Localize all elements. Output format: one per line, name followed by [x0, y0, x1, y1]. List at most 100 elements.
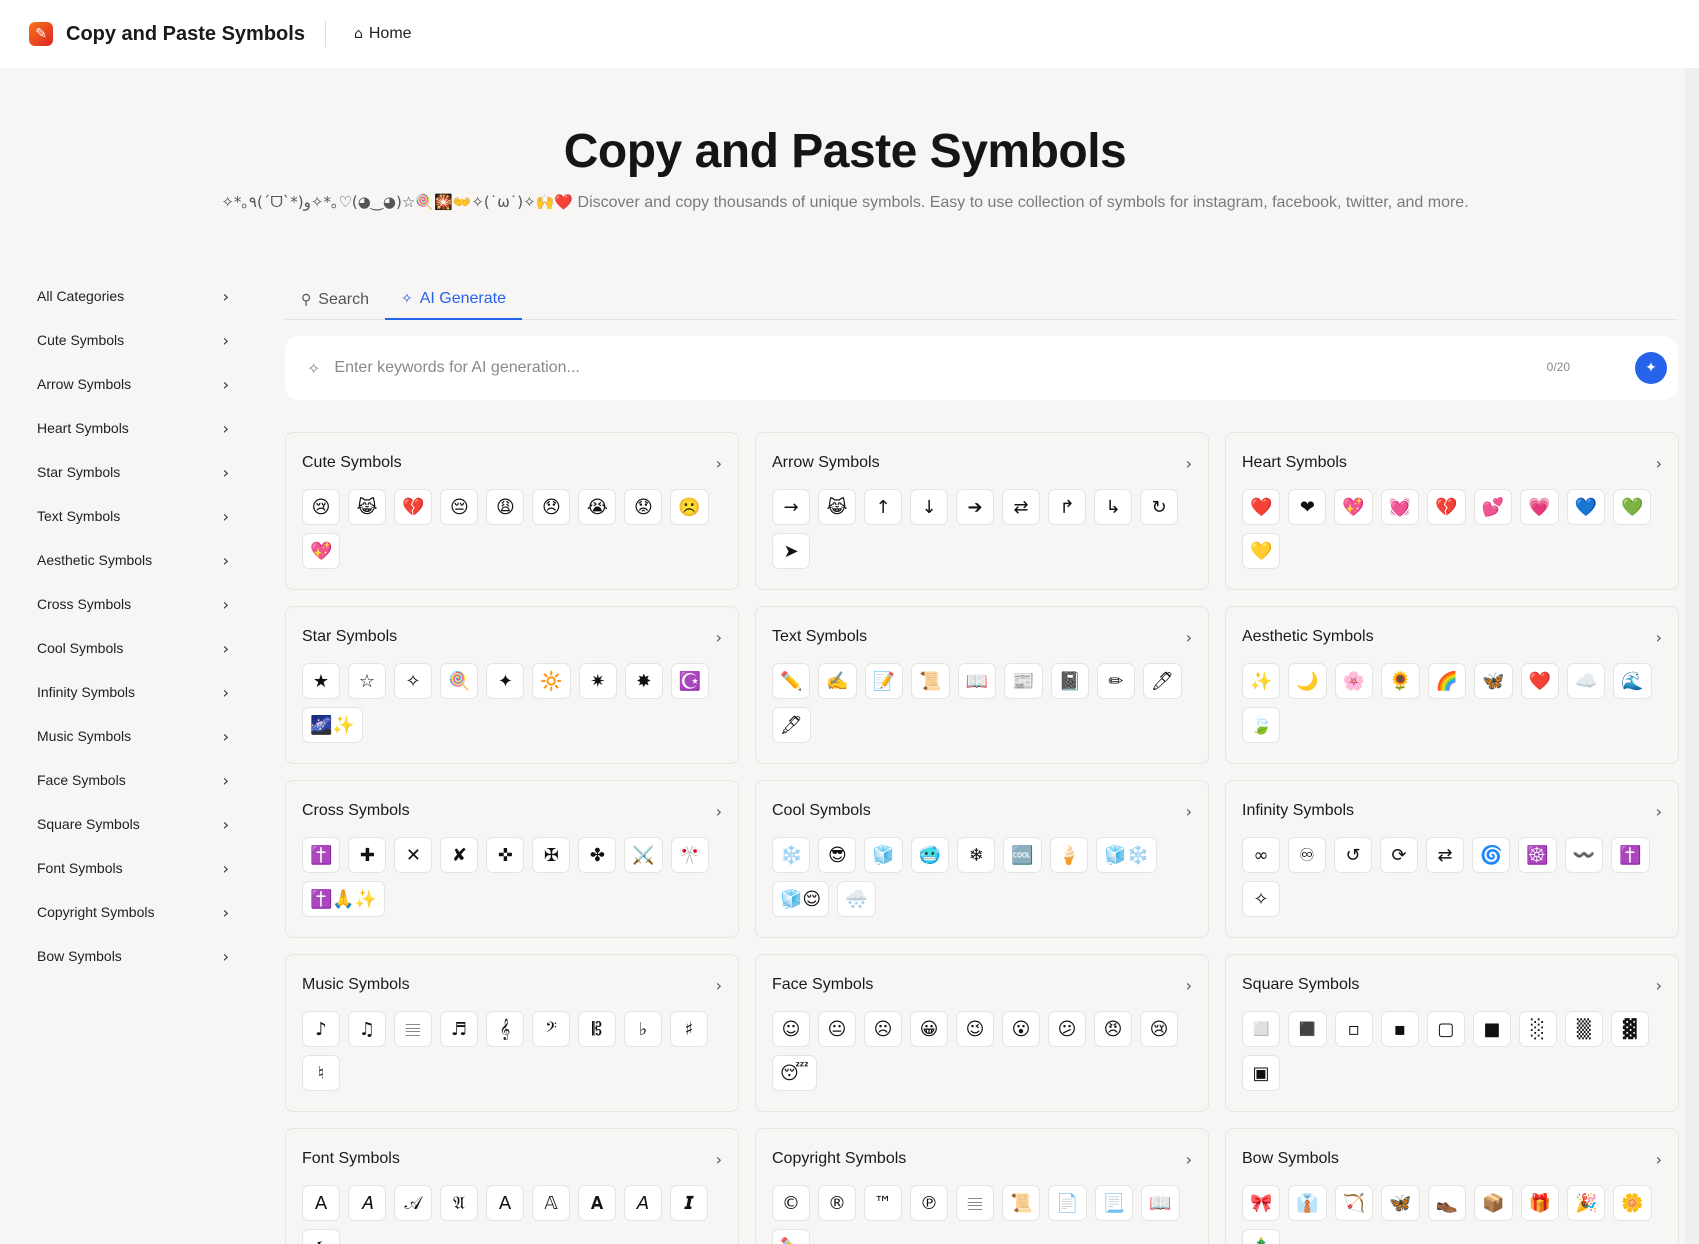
symbol-copy-button[interactable]: © [772, 1185, 810, 1221]
chevron-right-icon[interactable]: › [1185, 975, 1192, 995]
symbol-copy-button[interactable]: 🌈 [1427, 663, 1467, 699]
page-scrollbar[interactable] [1685, 68, 1699, 1244]
symbol-copy-button[interactable]: 😢 [1140, 1011, 1178, 1047]
symbol-copy-button[interactable]: ✦ [486, 663, 525, 699]
sidebar-item[interactable]: Face Symbols › [37, 758, 229, 802]
symbol-copy-button[interactable]: 🌻 [1381, 663, 1420, 699]
symbol-copy-button[interactable]: ❤ [1288, 489, 1327, 525]
symbol-copy-button[interactable]: ░ [1518, 1011, 1557, 1047]
card-header[interactable]: Aesthetic Symbols › [1242, 625, 1662, 649]
card-header[interactable]: Cool Symbols › [772, 799, 1192, 823]
sidebar-item[interactable]: Cool Symbols › [37, 626, 229, 670]
card-header[interactable]: Font Symbols › [302, 1147, 722, 1171]
ai-keywords-input[interactable] [334, 359, 1435, 377]
symbol-copy-button[interactable]: 𝔄 [440, 1185, 478, 1221]
symbol-copy-button[interactable]: 😹 [348, 489, 386, 525]
symbol-copy-button[interactable]: 𝄢 [532, 1011, 570, 1047]
symbol-copy-button[interactable]: ♪ [302, 1011, 340, 1047]
chevron-right-icon[interactable]: › [1655, 1149, 1662, 1169]
card-header[interactable]: Text Symbols › [772, 625, 1192, 649]
symbol-copy-button[interactable]: ™ [864, 1185, 902, 1221]
symbol-copy-button[interactable]: ✧ [394, 663, 432, 699]
chevron-right-icon[interactable]: › [715, 453, 722, 473]
symbol-copy-button[interactable]: ✠ [532, 837, 571, 873]
sidebar-item[interactable]: Heart Symbols › [37, 406, 229, 450]
symbol-copy-button[interactable]: 𝖇 [302, 1229, 340, 1244]
card-header[interactable]: Cute Symbols › [302, 451, 722, 475]
card-header[interactable]: Arrow Symbols › [772, 451, 1192, 475]
symbol-copy-button[interactable]: 🦋 [1381, 1185, 1420, 1221]
symbol-copy-button[interactable]: 📜 [1002, 1185, 1041, 1221]
symbol-copy-button[interactable]: 🦋 [1474, 663, 1513, 699]
symbol-copy-button[interactable]: 📜 [911, 663, 950, 699]
symbol-copy-button[interactable]: 😮 [1002, 1011, 1040, 1047]
symbol-copy-button[interactable]: ✤ [578, 837, 617, 873]
generate-button[interactable]: ✦ [1635, 352, 1667, 384]
symbol-copy-button[interactable]: 🌨️ [837, 881, 876, 917]
chevron-right-icon[interactable]: › [1185, 1149, 1192, 1169]
symbol-copy-button[interactable]: 💗 [1520, 489, 1559, 525]
symbol-copy-button[interactable]: 😭 [578, 489, 617, 525]
symbol-copy-button[interactable]: ↑ [864, 489, 902, 525]
symbol-copy-button[interactable]: 📃 [1094, 1185, 1134, 1221]
symbol-copy-button[interactable]: 😐 [818, 1011, 856, 1047]
symbol-copy-button[interactable]: 😀 [910, 1011, 948, 1047]
chevron-right-icon[interactable]: › [715, 1149, 722, 1169]
symbol-copy-button[interactable]: ➤ [772, 533, 810, 569]
symbol-copy-button[interactable]: ♭ [624, 1011, 662, 1047]
symbol-copy-button[interactable]: ✷ [578, 663, 617, 699]
chevron-right-icon[interactable]: › [715, 801, 722, 821]
symbol-copy-button[interactable]: A [302, 1185, 340, 1221]
symbol-copy-button[interactable]: ↺ [1334, 837, 1372, 873]
symbol-copy-button[interactable]: 👔 [1288, 1185, 1327, 1221]
symbol-copy-button[interactable]: ↳ [1094, 489, 1132, 525]
symbol-copy-button[interactable]: ↓ [910, 489, 948, 525]
symbol-copy-button[interactable]: 🍃 [1242, 707, 1281, 743]
symbol-copy-button[interactable]: 𝄡 [578, 1011, 616, 1047]
symbol-copy-button[interactable]: 𝖠 [486, 1185, 524, 1221]
symbol-copy-button[interactable]: 🧊❄️ [1096, 837, 1157, 873]
symbol-copy-button[interactable]: 𝔸 [532, 1185, 570, 1221]
sidebar-item[interactable]: Copyright Symbols › [37, 890, 229, 934]
symbol-copy-button[interactable]: ☸️ [1518, 837, 1557, 873]
symbol-copy-button[interactable]: ★ [302, 663, 340, 699]
symbol-copy-button[interactable]: 💕 [1473, 489, 1513, 525]
sidebar-item[interactable]: Infinity Symbols › [37, 670, 229, 714]
symbol-copy-button[interactable]: ▪ [1380, 1011, 1419, 1047]
symbol-copy-button[interactable]: → [772, 489, 810, 525]
symbol-copy-button[interactable]: ✧ [1242, 881, 1280, 917]
card-header[interactable]: Cross Symbols › [302, 799, 722, 823]
symbol-copy-button[interactable]: 🍭 [440, 663, 479, 699]
symbol-copy-button[interactable]: ✏️ [772, 1229, 811, 1244]
symbol-copy-button[interactable]: 📖 [957, 663, 997, 699]
symbol-copy-button[interactable]: 🖋 [772, 707, 811, 743]
symbol-copy-button[interactable]: 📓 [1050, 663, 1089, 699]
symbol-copy-button[interactable]: ® [818, 1185, 856, 1221]
symbol-copy-button[interactable]: 😞 [532, 489, 571, 525]
symbol-copy-button[interactable]: 💓 [1380, 489, 1420, 525]
symbol-copy-button[interactable]: ❤️ [1242, 489, 1281, 525]
symbol-copy-button[interactable]: 🌌✨ [302, 707, 363, 743]
card-header[interactable]: Face Symbols › [772, 973, 1192, 997]
symbol-copy-button[interactable]: ✍️ [818, 663, 857, 699]
symbol-copy-button[interactable]: ✸ [624, 663, 663, 699]
card-header[interactable]: Heart Symbols › [1242, 451, 1662, 475]
symbol-copy-button[interactable]: ♮ [302, 1055, 340, 1091]
symbol-copy-button[interactable]: 😕 [1048, 1011, 1086, 1047]
symbol-copy-button[interactable]: 😉 [956, 1011, 994, 1047]
symbol-copy-button[interactable]: ☆ [348, 663, 386, 699]
symbol-copy-button[interactable]: ▢ [1426, 1011, 1465, 1047]
symbol-copy-button[interactable]: ✕ [394, 837, 433, 873]
symbol-copy-button[interactable]: ♾ [1288, 837, 1326, 873]
chevron-right-icon[interactable]: › [1185, 627, 1192, 647]
card-header[interactable]: Star Symbols › [302, 625, 722, 649]
symbol-copy-button[interactable]: 😹 [818, 489, 856, 525]
symbol-copy-button[interactable]: 𝒜 [394, 1185, 432, 1221]
card-header[interactable]: Copyright Symbols › [772, 1147, 1192, 1171]
symbol-copy-button[interactable]: ↱ [1048, 489, 1086, 525]
symbol-copy-button[interactable]: ❄️ [772, 837, 811, 873]
sidebar-item[interactable]: Bow Symbols › [37, 934, 229, 978]
chevron-right-icon[interactable]: › [1185, 801, 1192, 821]
symbol-copy-button[interactable]: 🎉 [1566, 1185, 1606, 1221]
sidebar-item[interactable]: Music Symbols › [37, 714, 229, 758]
